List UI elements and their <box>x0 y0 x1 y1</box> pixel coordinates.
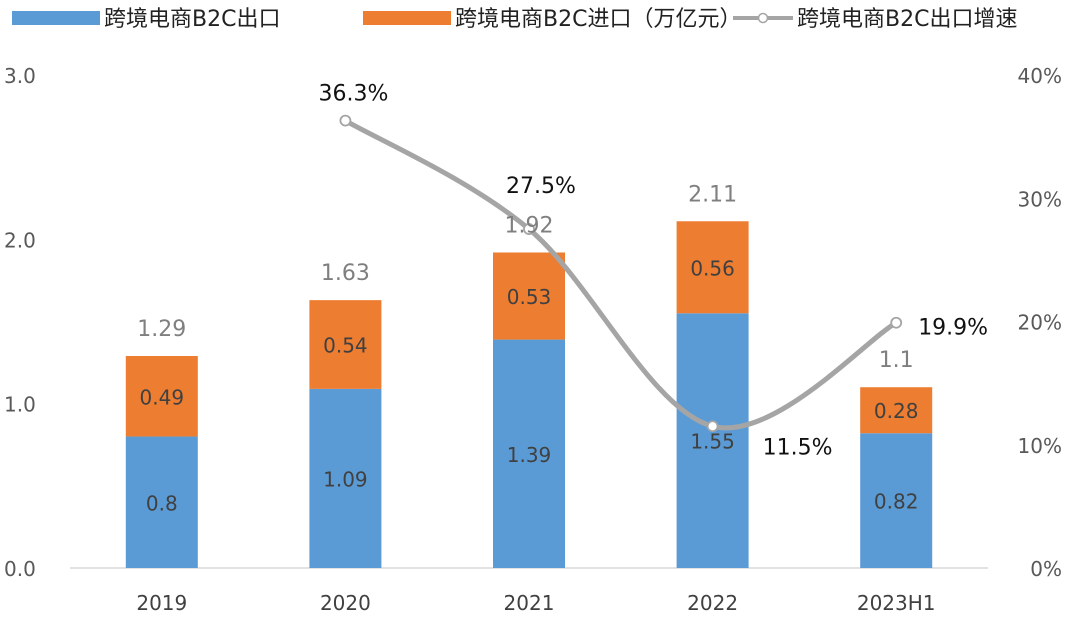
axes: 0.0 1.0 2.0 3.0 0% 10% 20% 30% 40% 2019 2020 2021 20… <box>4 64 1062 615</box>
growth-label: 27.5% <box>506 174 576 199</box>
bar-total-label: 2.11 <box>688 182 737 207</box>
x-tick-label: 2021 <box>504 591 555 615</box>
bar-export <box>860 433 933 568</box>
legend-swatch <box>363 11 451 25</box>
growth-point <box>890 316 903 329</box>
bar-import-label: 0.54 <box>323 334 368 358</box>
bar-import <box>493 252 565 340</box>
bar-import <box>676 221 749 314</box>
y-left-tick-label: 1.0 <box>4 393 36 417</box>
bar-export-label: 1.39 <box>507 443 552 467</box>
bar-export <box>493 339 565 568</box>
x-tick-label: 2022 <box>687 591 738 615</box>
bar-total-label: 1.63 <box>321 261 370 286</box>
bar-import-label: 0.56 <box>690 256 735 280</box>
bar-total-label: 1.29 <box>137 317 186 342</box>
bar-export-label: 0.8 <box>146 491 178 515</box>
bar-import-label: 0.28 <box>874 399 919 423</box>
legend-item-2: 跨境电商B2C进口（万亿元） <box>363 7 741 32</box>
legend-item-1: 跨境电商B2C出口 <box>12 7 280 32</box>
growth-label: 19.9% <box>918 316 988 341</box>
x-tick-label: 2020 <box>320 591 371 615</box>
legend-label: 跨境电商B2C出口 <box>104 7 280 32</box>
bar-import <box>125 356 198 437</box>
growth-label: 11.5% <box>763 435 833 460</box>
growth-point <box>706 420 719 433</box>
y-right-tick-label: 0% <box>1030 557 1062 581</box>
growth-line-path <box>342 118 899 431</box>
bar-export <box>125 436 198 568</box>
legend-swatch <box>12 11 100 25</box>
growth-point <box>523 223 535 235</box>
y-right-tick-label: 10% <box>1018 434 1062 458</box>
growth-point <box>339 114 352 127</box>
bar-import-label: 0.49 <box>140 385 185 409</box>
x-tick-label: 2019 <box>136 591 187 615</box>
bar-import <box>309 300 382 389</box>
legend-label: 跨境电商B2C出口增速 <box>797 7 1017 32</box>
bar-total-label: 1.92 <box>505 213 554 238</box>
bar-total-label: 1.1 <box>879 348 914 373</box>
y-left-tick-label: 2.0 <box>4 228 36 252</box>
x-tick-label: 2023H1 <box>857 591 936 615</box>
y-left-tick-label: 0.0 <box>4 557 36 581</box>
bar-export <box>309 388 382 568</box>
bar-export-label: 0.82 <box>874 490 919 514</box>
y-left-tick-label: 3.0 <box>4 64 36 88</box>
bar-import <box>860 387 933 434</box>
bar-export-label: 1.09 <box>323 467 368 491</box>
y-right-tick-label: 30% <box>1018 187 1062 211</box>
data-labels: 0.8 0.49 1.29 1.09 0.54 1.63 1.39 0.53 1.92 1.55 0… <box>137 82 988 516</box>
bar-export <box>676 313 749 568</box>
y-right-tick-label: 40% <box>1018 64 1062 88</box>
legend-label: 跨境电商B2C进口（万亿元） <box>455 7 741 32</box>
bar-import-label: 0.53 <box>507 285 552 309</box>
y-right-tick-label: 20% <box>1018 311 1062 335</box>
bar-export-label: 1.55 <box>690 430 735 454</box>
legend: 跨境电商B2C出口 跨境电商B2C进口（万亿元） 跨境电商B2C出口增速 <box>12 7 1017 32</box>
growth-line <box>339 114 903 433</box>
legend-item-3: 跨境电商B2C出口增速 <box>733 7 1017 32</box>
legend-marker <box>757 12 769 24</box>
bars <box>125 221 933 568</box>
growth-label: 36.3% <box>318 82 388 107</box>
